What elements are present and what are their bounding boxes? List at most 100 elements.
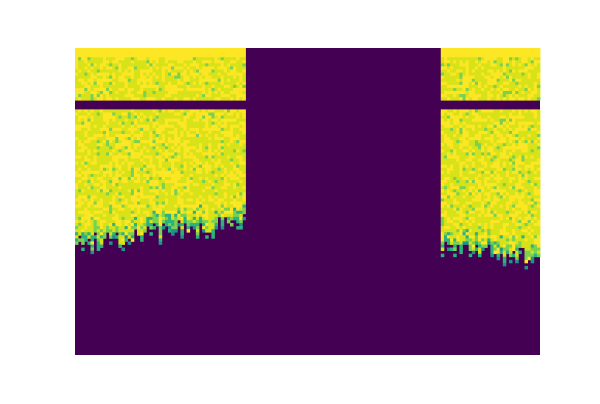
heat-cell xyxy=(465,213,470,218)
heat-cell xyxy=(93,127,98,132)
heat-cell xyxy=(493,54,497,58)
heat-cell xyxy=(199,112,203,116)
heat-cell xyxy=(502,54,507,58)
heat-cell xyxy=(509,167,513,172)
heat-cell xyxy=(236,204,240,209)
heat-cell xyxy=(474,238,479,242)
heat-cell xyxy=(174,176,178,181)
heat-cell xyxy=(490,192,494,196)
heat-cell xyxy=(484,137,488,141)
heat-cell xyxy=(465,63,470,67)
heat-cell xyxy=(115,155,119,159)
heat-cell xyxy=(152,133,156,138)
heat-cell xyxy=(192,164,197,169)
heat-cell xyxy=(496,253,501,258)
heat-cell xyxy=(493,229,497,233)
heat-cell xyxy=(102,158,107,162)
heat-cell xyxy=(149,155,153,159)
heat-cell xyxy=(81,226,85,230)
heat-cell xyxy=(512,143,516,147)
heat-cell xyxy=(146,54,150,58)
heat-cell xyxy=(133,226,138,230)
heat-cell xyxy=(236,78,240,83)
heat-cell xyxy=(130,97,135,101)
heat-cell xyxy=(481,186,485,190)
heat-cell xyxy=(75,63,79,67)
heat-cell xyxy=(521,149,525,153)
heat-cell xyxy=(496,115,501,120)
heat-cell xyxy=(124,121,129,126)
heat-cell xyxy=(189,94,194,98)
heat-cell xyxy=(137,213,141,218)
heat-cell xyxy=(499,244,504,248)
heat-cell xyxy=(171,195,175,199)
heat-cell xyxy=(149,183,153,187)
heat-cell xyxy=(180,63,184,67)
heat-cell xyxy=(230,173,234,178)
heat-cell xyxy=(502,195,507,199)
heat-cell xyxy=(96,81,101,86)
heat-cell xyxy=(186,109,191,113)
heat-cell xyxy=(239,183,243,187)
heat-cell xyxy=(521,167,525,172)
heat-cell xyxy=(226,146,231,150)
heat-cell xyxy=(78,207,82,212)
heat-cell xyxy=(471,87,476,92)
heat-cell xyxy=(171,152,175,156)
heat-cell xyxy=(226,189,231,193)
heat-cell xyxy=(512,69,516,73)
heat-cell xyxy=(481,127,485,132)
heat-cell xyxy=(109,219,113,224)
heat-cell xyxy=(149,140,153,144)
heat-cell xyxy=(474,140,479,144)
heat-cell xyxy=(233,97,237,101)
heat-cell xyxy=(137,121,141,126)
heat-cell xyxy=(195,213,200,218)
heat-cell xyxy=(447,167,451,172)
heat-cell xyxy=(236,226,240,230)
heat-cell xyxy=(143,81,147,86)
heat-cell xyxy=(515,226,519,230)
heat-cell xyxy=(487,204,491,209)
heat-cell xyxy=(192,210,197,215)
heat-cell xyxy=(96,146,101,150)
heat-cell xyxy=(174,226,178,230)
heat-cell xyxy=(199,57,203,61)
heat-cell xyxy=(180,229,184,233)
heat-cell xyxy=(137,118,141,123)
heat-cell xyxy=(205,115,209,120)
heat-cell xyxy=(137,51,141,55)
heat-cell xyxy=(484,118,488,123)
heat-cell xyxy=(96,124,101,129)
heat-cell xyxy=(177,118,181,123)
heat-cell xyxy=(223,164,228,169)
heat-cell xyxy=(195,51,200,55)
heat-cell xyxy=(502,192,507,196)
heat-cell xyxy=(478,210,482,215)
heat-cell xyxy=(242,161,246,166)
heat-cell xyxy=(155,78,160,83)
heat-cell xyxy=(214,94,218,98)
heat-cell xyxy=(202,121,206,126)
heat-cell xyxy=(459,152,463,156)
heat-cell xyxy=(78,140,82,144)
heat-cell xyxy=(102,115,107,120)
heat-cell xyxy=(121,204,125,209)
heat-cell xyxy=(183,164,187,169)
heat-cell xyxy=(168,69,172,73)
heat-cell xyxy=(149,158,153,162)
heat-cell xyxy=(484,226,488,230)
heat-cell xyxy=(502,176,507,181)
heat-cell xyxy=(474,195,479,199)
heat-cell xyxy=(186,87,191,92)
heat-cell xyxy=(443,87,448,92)
heat-cell xyxy=(524,180,528,184)
heat-cell xyxy=(177,130,181,135)
heat-cell xyxy=(456,229,460,233)
heat-cell xyxy=(220,121,225,126)
heat-cell xyxy=(124,229,129,233)
heat-cell xyxy=(499,192,504,196)
heat-cell xyxy=(474,81,479,86)
heat-cell xyxy=(180,201,184,205)
heat-cell xyxy=(502,87,507,92)
